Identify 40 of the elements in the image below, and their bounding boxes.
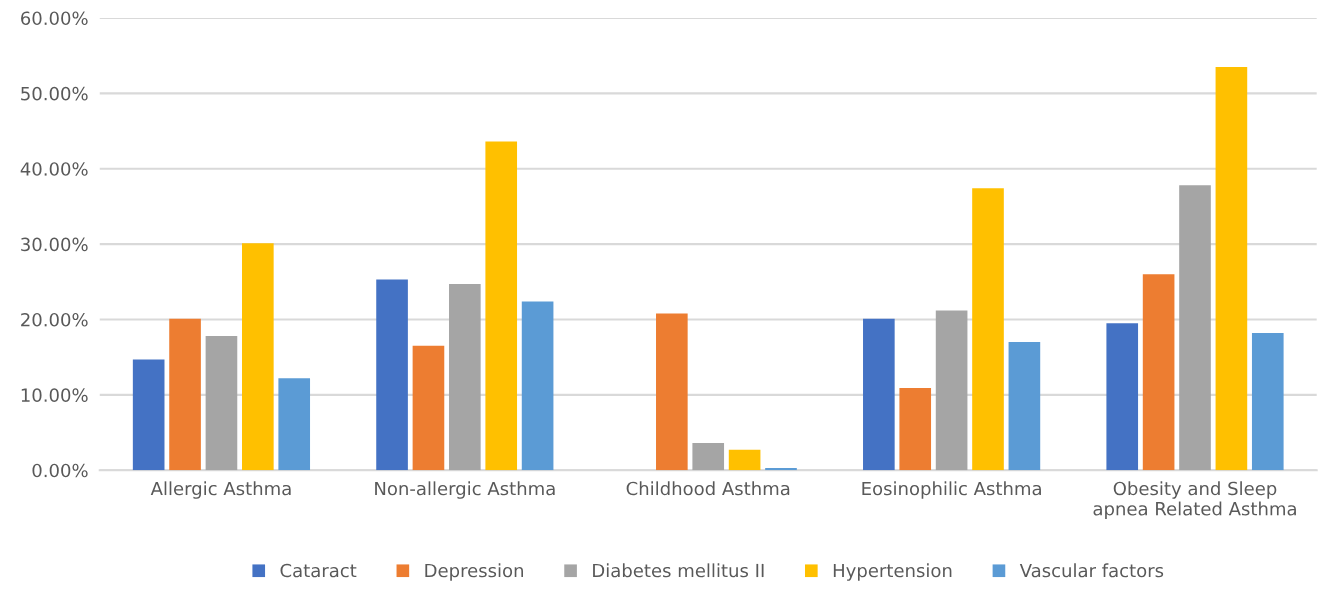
bar: [205, 336, 238, 471]
legend-label: Cataract: [280, 563, 357, 578]
bar: [242, 243, 274, 471]
bar: [278, 378, 311, 471]
legend-label: Hypertension: [833, 563, 952, 581]
x-tick-label: Allergic Asthma: [150, 481, 291, 499]
y-tick-label: 50.00%: [21, 86, 88, 101]
x-tick-label: Obesity and Sleep apnea Related Asthma: [1093, 481, 1296, 520]
bar: [169, 318, 201, 471]
bar: [449, 284, 481, 471]
y-tick-label: 60.00%: [21, 11, 88, 26]
bar: [656, 313, 688, 471]
bar: [1142, 274, 1175, 471]
x-tick-label: Childhood Asthma: [626, 481, 790, 496]
y-tick-label: 0.00%: [32, 463, 88, 478]
legend-label: Vascular factors: [1019, 563, 1164, 578]
bar: [412, 345, 445, 471]
legend-label: Depression: [425, 563, 523, 581]
y-tick-label: 10.00%: [21, 388, 88, 402]
bar: [899, 388, 932, 471]
bar: [521, 301, 554, 471]
bar: [935, 310, 968, 471]
y-tick-label: 20.00%: [21, 312, 88, 327]
bar: [728, 449, 761, 471]
bar: [972, 188, 1004, 471]
legend-label: Diabetes mellitus II: [593, 563, 764, 578]
bar: [485, 141, 518, 471]
x-tick-label: Eosinophilic Asthma: [862, 481, 1041, 499]
bar: [132, 359, 165, 471]
bar: [376, 279, 408, 471]
bar: [1215, 66, 1248, 471]
bar: [1008, 342, 1041, 471]
bar: [1251, 333, 1284, 471]
bar: [863, 318, 895, 471]
x-tick-label: Non-allergic Asthma: [375, 481, 555, 499]
bar: [1106, 323, 1139, 471]
y-tick-label: 30.00%: [21, 237, 88, 252]
bar: [692, 443, 725, 471]
bar: [1179, 185, 1211, 471]
y-tick-label: 40.00%: [20, 162, 88, 176]
